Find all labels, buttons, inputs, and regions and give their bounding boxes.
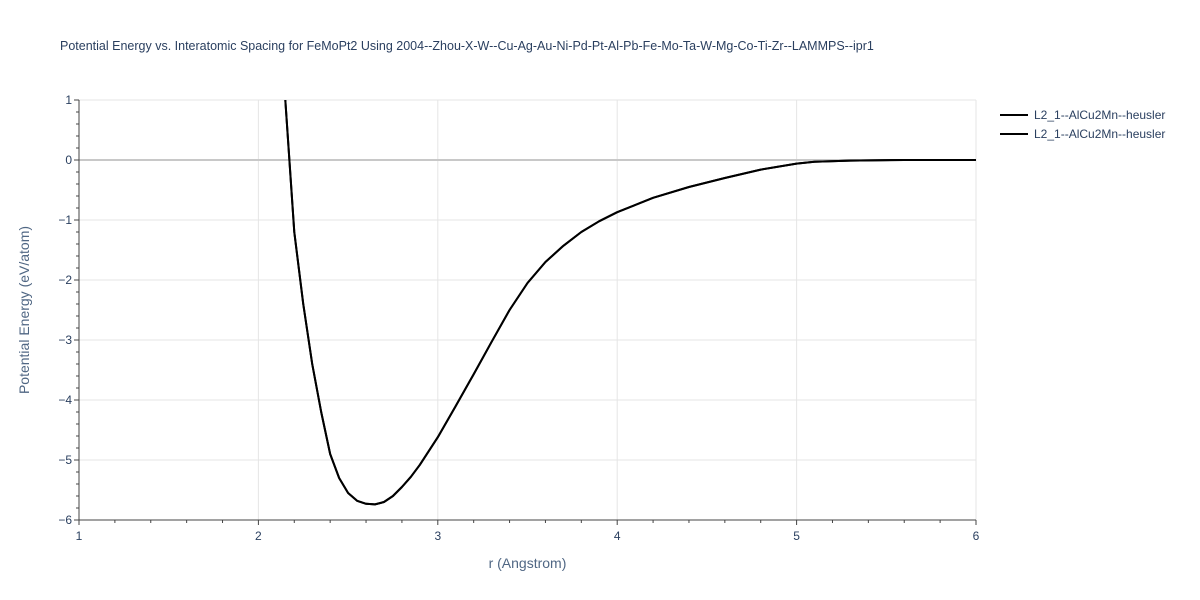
y-tick-label: −4	[58, 393, 72, 407]
series-lines	[284, 100, 976, 506]
y-tick-label: −5	[58, 453, 72, 467]
grid	[79, 99, 977, 520]
x-tick-label: 1	[76, 529, 83, 543]
series-line	[284, 100, 976, 506]
y-tick-label: −2	[58, 273, 72, 287]
y-axis-title: Potential Energy (eV/atom)	[16, 226, 32, 394]
x-tick-label: 2	[255, 529, 262, 543]
x-tick-label: 6	[973, 529, 980, 543]
y-tick-label: 0	[65, 153, 72, 167]
legend[interactable]: L2_1--AlCu2Mn--heusler L2_1--AlCu2Mn--heu…	[1000, 108, 1165, 141]
y-tick-label: −1	[58, 213, 72, 227]
tick-labels: 1 2 3 4 5 6 1 0 −1 −2 −3 −4 −5 −6	[58, 93, 979, 543]
legend-label: L2_1--AlCu2Mn--heusler	[1034, 108, 1165, 122]
y-tick-label: −6	[58, 513, 72, 527]
y-tick-label: 1	[65, 93, 72, 107]
y-tick-label: −3	[58, 333, 72, 347]
chart-title: Potential Energy vs. Interatomic Spacing…	[60, 39, 874, 53]
x-tick-label: 3	[434, 529, 441, 543]
axes	[74, 99, 977, 525]
legend-label: L2_1--AlCu2Mn--heusler	[1034, 127, 1165, 141]
x-tick-label: 5	[793, 529, 800, 543]
x-axis-title: r (Angstrom)	[489, 555, 567, 571]
x-tick-label: 4	[614, 529, 621, 543]
